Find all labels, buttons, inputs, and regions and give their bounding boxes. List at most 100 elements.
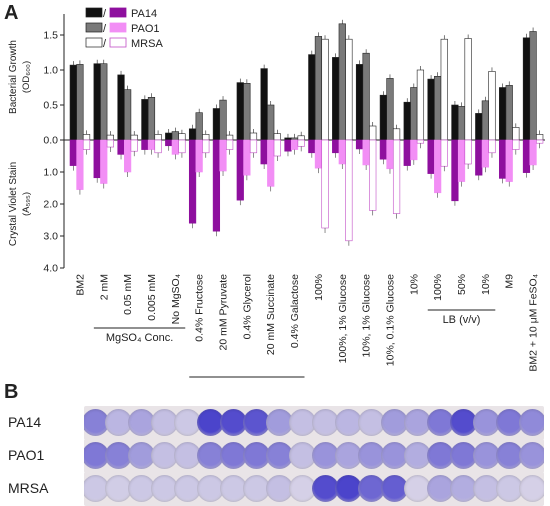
plate-well — [427, 409, 454, 436]
growth-bar-pao1 — [314, 36, 323, 141]
stain-bar-pa14 — [475, 139, 483, 176]
category-label: 0.4% Fructose — [194, 274, 206, 342]
growth-tick-label: 0.0 — [43, 135, 58, 147]
stain-bar-pao1 — [386, 139, 394, 170]
panel-b-label: B — [4, 381, 19, 403]
stain-bar-pa14 — [260, 139, 268, 165]
plate-well — [220, 409, 247, 436]
plate-row — [84, 472, 544, 506]
legend-label: PA14 — [131, 8, 157, 20]
plate-well — [220, 475, 247, 502]
growth-bar-mrsa — [154, 134, 162, 141]
growth-bar-pa14 — [403, 101, 411, 141]
plate-row-label: MRSA — [8, 480, 49, 496]
category-label: 0.05 mM — [122, 274, 134, 315]
growth-bar-pa14 — [117, 74, 125, 141]
legend: / PA14 / PAO1 / MRSA — [85, 7, 163, 50]
plate-well — [358, 475, 385, 502]
plate-well — [335, 409, 362, 436]
plate-well — [243, 475, 270, 502]
growth-bar-pa14 — [475, 113, 483, 141]
growth-bar-pa14 — [93, 63, 101, 141]
growth-axis-unit: (OD₆₀₀) — [21, 61, 32, 93]
growth-bar-mrsa — [226, 134, 234, 141]
stain-bar-pa14 — [499, 139, 507, 179]
category-label: 0.4% Glycerol — [241, 274, 253, 339]
growth-bar-mrsa — [130, 134, 138, 141]
stain-bar-pao1 — [195, 139, 203, 173]
category-label: 10% — [408, 274, 420, 295]
growth-bar-pao1 — [124, 89, 132, 141]
stain-bar-mrsa — [416, 139, 425, 144]
plate-well — [381, 475, 408, 502]
plate-well — [105, 409, 132, 436]
growth-bar-pa14 — [188, 128, 197, 141]
growth-tick-label: 1.0 — [43, 65, 58, 77]
plate-well — [358, 442, 385, 469]
growth-bar-mrsa — [297, 135, 305, 141]
legend-label: PAO1 — [131, 23, 160, 35]
growth-bar-mrsa — [106, 134, 114, 141]
plate-well — [335, 475, 362, 502]
plate-well — [128, 475, 155, 502]
growth-bar-mrsa — [321, 38, 329, 141]
legend-swatch-stain — [109, 22, 127, 33]
panel-a-label: A — [4, 2, 19, 24]
growth-bar-pao1 — [219, 99, 227, 141]
stain-bar-mrsa — [512, 139, 520, 150]
plate-well — [151, 442, 178, 469]
plate-well — [128, 409, 155, 436]
stain-bar-pa14 — [427, 139, 435, 174]
plate-well — [519, 475, 544, 502]
stain-bar-mrsa — [464, 139, 472, 165]
stain-tick-label: 1.0 — [43, 167, 58, 179]
stain-bar-pao1 — [171, 139, 179, 155]
growth-bar-mrsa — [536, 134, 544, 141]
growth-bar-mrsa — [369, 125, 377, 141]
plate-well — [174, 409, 201, 436]
axes: 0.0 0.5 1.0 1.5 1.0 2.0 3.0 4.0 Bacterial Growth… — [8, 14, 545, 275]
stain-bar-pao1 — [290, 139, 299, 150]
stain-tick-label: 4.0 — [43, 263, 58, 275]
stain-bar-mrsa — [106, 139, 114, 148]
category-label: 0.4% Galactose — [289, 274, 301, 348]
stain-bar-pa14 — [117, 139, 125, 155]
plate-well — [404, 409, 431, 436]
plate-well — [519, 442, 544, 469]
group-label: MgSO₄ Conc. — [106, 332, 173, 344]
growth-bar-pao1 — [529, 31, 537, 141]
growth-bar-pa14 — [260, 68, 268, 141]
plate-well — [289, 475, 316, 502]
stain-tick-label: 2.0 — [43, 199, 58, 211]
growth-bar-pa14 — [332, 57, 340, 141]
stain-bar-mrsa — [321, 139, 329, 229]
category-label: 100% — [432, 274, 444, 301]
stain-bar-pa14 — [93, 139, 101, 179]
plate-row — [84, 439, 544, 473]
growth-bar-mrsa — [82, 134, 91, 141]
growth-bar-pao1 — [505, 85, 513, 141]
plate-well — [289, 409, 316, 436]
category-label: 100% — [313, 274, 325, 301]
growth-bar-pa14 — [284, 137, 292, 141]
growth-bar-pa14 — [141, 99, 149, 141]
stain-bar-pao1 — [314, 139, 323, 169]
growth-bar-pao1 — [410, 87, 418, 141]
growth-bar-pa14 — [165, 132, 173, 141]
stain-bar-mrsa — [488, 139, 496, 154]
growth-bar-pao1 — [171, 131, 179, 141]
plate-well — [335, 442, 362, 469]
growth-bar-pa14 — [451, 104, 459, 141]
plate-well — [128, 442, 155, 469]
legend-slash: / — [103, 38, 107, 50]
stain-bar-mrsa — [202, 139, 210, 154]
plate-well — [220, 442, 247, 469]
plate-well — [174, 442, 201, 469]
stain-tick-label: 3.0 — [43, 231, 58, 243]
stain-bar-pao1 — [529, 139, 537, 166]
plate-well — [358, 409, 385, 436]
stain-bar-pao1 — [267, 139, 275, 187]
plate-well — [381, 442, 408, 469]
plate-well — [381, 409, 408, 436]
